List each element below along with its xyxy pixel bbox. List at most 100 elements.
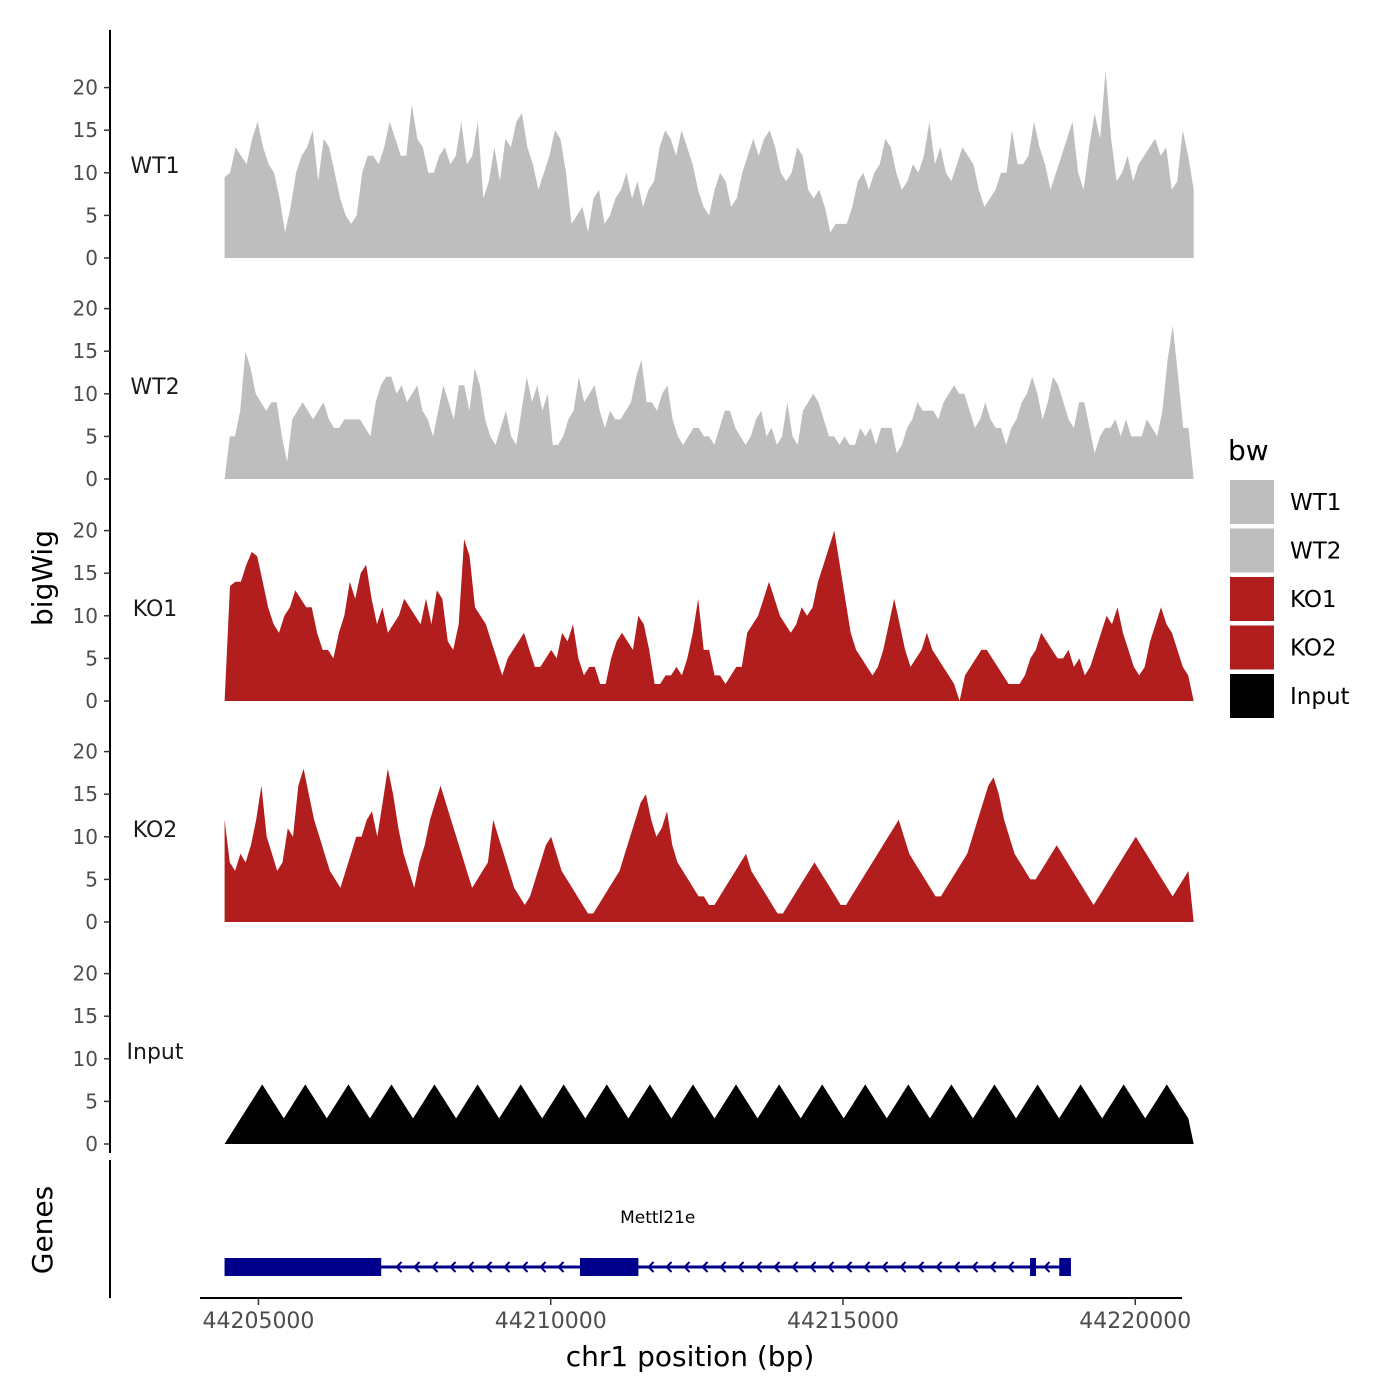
track-panels: 0 5 10 15 20 WT1 0 5 10 15 20 WT2 0 5 10 15 20 KO1 0 5 10 15 2…: [73, 30, 1194, 1156]
strand-chevron: [935, 1261, 943, 1273]
coverage-area-wt2: [224, 325, 1194, 479]
y-tick-label: 20: [73, 740, 98, 764]
y-tick-label: 15: [73, 1004, 98, 1028]
strand-chevron: [683, 1261, 691, 1273]
y-tick-label: 15: [73, 118, 98, 142]
y-tick-label: 20: [73, 519, 98, 543]
y-tick-label: 15: [73, 339, 98, 363]
legend-swatch-wt1: [1230, 480, 1274, 524]
legend-label-ko1: KO1: [1290, 587, 1337, 613]
legend: bw WT1 WT2 KO1 KO2 Input: [1228, 434, 1350, 718]
track-label: WT1: [130, 154, 179, 179]
strand-chevron: [647, 1261, 655, 1273]
y-tick-label: 0: [85, 467, 98, 491]
y-tick-label: 10: [73, 604, 98, 628]
legend-label-input: Input: [1290, 684, 1350, 710]
strand-chevron: [449, 1261, 457, 1273]
y-tick-label: 10: [73, 825, 98, 849]
y-tick-label: 10: [73, 382, 98, 406]
track-wt2: 0 5 10 15 20 WT2: [73, 251, 1194, 491]
track-label: KO2: [133, 818, 178, 843]
y-tick-label: 5: [85, 1089, 98, 1113]
strand-chevron: [557, 1261, 565, 1273]
x-tick-label: 44220000: [1079, 1309, 1191, 1334]
strand-chevron: [737, 1261, 745, 1273]
coverage-area-input: [224, 1084, 1194, 1144]
gene-exon: [224, 1258, 382, 1276]
x-axis-label: chr1 position (bp): [566, 1340, 815, 1373]
strand-chevron: [1043, 1261, 1051, 1273]
x-tick-label: 44210000: [495, 1309, 607, 1334]
y-tick-label: 5: [85, 646, 98, 670]
track-wt1: 0 5 10 15 20 WT1: [73, 30, 1194, 270]
track-ko2: 0 5 10 15 20 KO2: [73, 694, 1194, 934]
strand-chevron: [755, 1261, 763, 1273]
legend-label-ko2: KO2: [1290, 636, 1337, 662]
gene-exon: [1059, 1258, 1071, 1276]
y-tick-label: 10: [73, 1047, 98, 1071]
y-axis-label: bigWig: [26, 530, 59, 626]
strand-chevron: [953, 1261, 961, 1273]
coverage-area-wt1: [224, 70, 1194, 258]
strand-chevron: [881, 1261, 889, 1273]
genes-axis-label: Genes: [26, 1186, 59, 1274]
strand-chevron: [1007, 1261, 1015, 1273]
strand-chevron: [413, 1261, 421, 1273]
strand-chevron: [809, 1261, 817, 1273]
y-tick-label: 15: [73, 561, 98, 585]
legend-swatch-ko2: [1230, 625, 1274, 670]
x-tick-label: 44215000: [787, 1309, 899, 1334]
legend-swatch-input: [1230, 674, 1274, 718]
strand-chevron: [395, 1261, 403, 1273]
y-tick-label: 0: [85, 910, 98, 934]
track-label: KO1: [133, 597, 178, 622]
strand-chevron: [845, 1261, 853, 1273]
strand-chevron: [827, 1261, 835, 1273]
legend-swatch-wt2: [1230, 528, 1274, 573]
strand-chevron: [719, 1261, 727, 1273]
strand-chevron: [503, 1261, 511, 1273]
gene-name-label: Mettl21e: [620, 1208, 695, 1228]
strand-chevron: [485, 1261, 493, 1273]
strand-chevron: [701, 1261, 709, 1273]
gene-panel: Mettl21e: [109, 1160, 1071, 1298]
gene-exon: [1030, 1258, 1037, 1276]
track-input: 0 5 10 15 20 Input: [73, 916, 1194, 1156]
strand-chevron: [467, 1261, 475, 1273]
y-tick-label: 20: [73, 76, 98, 100]
strand-chevron: [971, 1261, 979, 1273]
strand-chevron: [917, 1261, 925, 1273]
strand-chevron: [899, 1261, 907, 1273]
strand-chevron: [989, 1261, 997, 1273]
y-tick-label: 0: [85, 689, 98, 713]
coverage-area-ko2: [224, 768, 1194, 922]
legend-label-wt2: WT2: [1290, 539, 1341, 565]
strand-chevron: [521, 1261, 529, 1273]
strand-chevron: [863, 1261, 871, 1273]
strand-chevron: [539, 1261, 547, 1273]
strand-chevron: [431, 1261, 439, 1273]
y-tick-label: 0: [85, 246, 98, 270]
y-tick-label: 5: [85, 203, 98, 227]
coverage-area-ko1: [224, 530, 1194, 701]
y-tick-label: 10: [73, 161, 98, 185]
track-label: Input: [127, 1040, 184, 1065]
y-tick-label: 5: [85, 867, 98, 891]
y-tick-label: 5: [85, 424, 98, 448]
legend-swatch-ko1: [1230, 577, 1274, 621]
y-tick-label: 0: [85, 1132, 98, 1156]
y-tick-label: 20: [73, 297, 98, 321]
track-label: WT2: [130, 375, 179, 400]
strand-chevron: [665, 1261, 673, 1273]
gene-exon: [579, 1258, 639, 1276]
strand-chevron: [773, 1261, 781, 1273]
legend-title: bw: [1228, 434, 1269, 467]
y-tick-label: 20: [73, 962, 98, 986]
strand-chevron: [791, 1261, 799, 1273]
x-axis: 44205000 44210000 44215000 44220000: [200, 1297, 1191, 1334]
legend-label-wt1: WT1: [1290, 490, 1341, 516]
y-tick-label: 15: [73, 782, 98, 806]
x-tick-label: 44205000: [202, 1309, 314, 1334]
track-ko1: 0 5 10 15 20 KO1: [73, 473, 1194, 713]
